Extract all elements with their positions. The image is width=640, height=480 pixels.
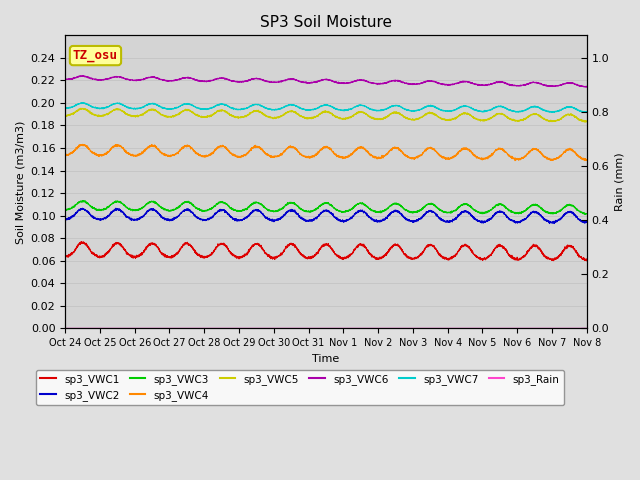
- sp3_VWC7: [534, 104, 541, 109]
- sp3_VWC7: [386, 104, 394, 110]
- sp3_VWC2: [550, 221, 558, 227]
- sp3_VWC5: [581, 119, 589, 125]
- sp3_VWC7: [207, 105, 215, 111]
- sp3_VWC3: [79, 198, 86, 204]
- Line: sp3_VWC3: sp3_VWC3: [65, 201, 587, 215]
- sp3_VWC6: [79, 73, 86, 79]
- Y-axis label: Rain (mm): Rain (mm): [615, 153, 625, 211]
- sp3_VWC7: [173, 105, 181, 110]
- sp3_Rain: [533, 325, 541, 331]
- sp3_VWC2: [61, 216, 69, 221]
- sp3_VWC3: [173, 205, 181, 211]
- sp3_VWC2: [377, 218, 385, 224]
- sp3_VWC2: [534, 209, 541, 215]
- Line: sp3_VWC7: sp3_VWC7: [65, 103, 587, 112]
- sp3_VWC2: [583, 219, 591, 225]
- sp3_Rain: [583, 325, 591, 331]
- sp3_VWC5: [386, 112, 394, 118]
- sp3_VWC6: [377, 81, 385, 86]
- sp3_VWC3: [61, 206, 69, 212]
- sp3_VWC3: [207, 206, 215, 212]
- sp3_VWC6: [207, 77, 215, 83]
- Legend: sp3_VWC1, sp3_VWC2, sp3_VWC3, sp3_VWC4, sp3_VWC5, sp3_VWC6, sp3_VWC7, sp3_Rain: sp3_VWC1, sp3_VWC2, sp3_VWC3, sp3_VWC4, …: [36, 370, 564, 405]
- sp3_VWC5: [173, 112, 181, 118]
- sp3_VWC4: [173, 150, 181, 156]
- Text: TZ_osu: TZ_osu: [73, 49, 118, 62]
- sp3_VWC1: [77, 239, 85, 245]
- sp3_Rain: [173, 325, 180, 331]
- sp3_VWC7: [583, 109, 591, 115]
- sp3_VWC5: [583, 119, 591, 124]
- sp3_VWC4: [534, 147, 541, 153]
- sp3_VWC5: [534, 112, 541, 118]
- sp3_VWC7: [582, 109, 590, 115]
- sp3_VWC3: [386, 203, 394, 209]
- sp3_VWC5: [61, 112, 69, 118]
- sp3_VWC4: [511, 158, 519, 164]
- sp3_VWC1: [377, 256, 385, 262]
- sp3_VWC1: [207, 251, 215, 257]
- Line: sp3_VWC6: sp3_VWC6: [65, 76, 587, 87]
- sp3_VWC5: [77, 105, 84, 111]
- sp3_VWC1: [173, 251, 181, 257]
- sp3_VWC6: [534, 80, 541, 86]
- sp3_VWC1: [583, 256, 591, 262]
- sp3_VWC4: [583, 157, 591, 163]
- sp3_VWC7: [77, 100, 85, 106]
- sp3_VWC2: [173, 214, 181, 220]
- Line: sp3_VWC4: sp3_VWC4: [65, 144, 587, 161]
- sp3_VWC6: [583, 84, 591, 90]
- Line: sp3_VWC2: sp3_VWC2: [65, 208, 587, 224]
- sp3_VWC2: [79, 205, 86, 211]
- sp3_VWC6: [173, 77, 181, 83]
- sp3_VWC1: [582, 258, 590, 264]
- Line: sp3_VWC5: sp3_VWC5: [65, 108, 587, 122]
- sp3_VWC4: [386, 147, 394, 153]
- sp3_VWC4: [377, 155, 385, 161]
- sp3_Rain: [386, 325, 394, 331]
- sp3_VWC4: [79, 142, 86, 147]
- sp3_VWC7: [61, 105, 69, 111]
- sp3_VWC1: [61, 252, 69, 258]
- X-axis label: Time: Time: [312, 354, 340, 363]
- sp3_Rain: [207, 325, 214, 331]
- sp3_VWC5: [377, 116, 385, 122]
- sp3_VWC1: [534, 243, 541, 249]
- sp3_Rain: [61, 325, 69, 331]
- sp3_Rain: [582, 325, 590, 331]
- sp3_VWC5: [207, 112, 215, 118]
- sp3_VWC5: [583, 119, 591, 125]
- sp3_VWC6: [583, 84, 591, 89]
- sp3_Rain: [377, 325, 385, 331]
- sp3_VWC3: [583, 211, 591, 216]
- sp3_VWC2: [207, 215, 215, 221]
- sp3_VWC2: [386, 211, 394, 216]
- Y-axis label: Soil Moisture (m3/m3): Soil Moisture (m3/m3): [15, 120, 25, 243]
- Title: SP3 Soil Moisture: SP3 Soil Moisture: [260, 15, 392, 30]
- sp3_VWC3: [581, 212, 589, 217]
- sp3_VWC6: [582, 84, 590, 90]
- sp3_VWC7: [583, 109, 591, 115]
- sp3_VWC4: [207, 151, 215, 156]
- sp3_VWC1: [386, 247, 394, 253]
- sp3_VWC4: [61, 152, 69, 158]
- sp3_VWC3: [583, 211, 591, 216]
- Line: sp3_VWC1: sp3_VWC1: [65, 242, 587, 261]
- sp3_VWC1: [583, 257, 591, 263]
- sp3_VWC3: [377, 209, 385, 215]
- sp3_VWC2: [583, 219, 591, 225]
- sp3_VWC4: [583, 156, 591, 162]
- sp3_VWC7: [377, 108, 385, 113]
- sp3_VWC6: [61, 77, 69, 83]
- sp3_VWC6: [386, 78, 394, 84]
- sp3_VWC3: [534, 203, 541, 208]
